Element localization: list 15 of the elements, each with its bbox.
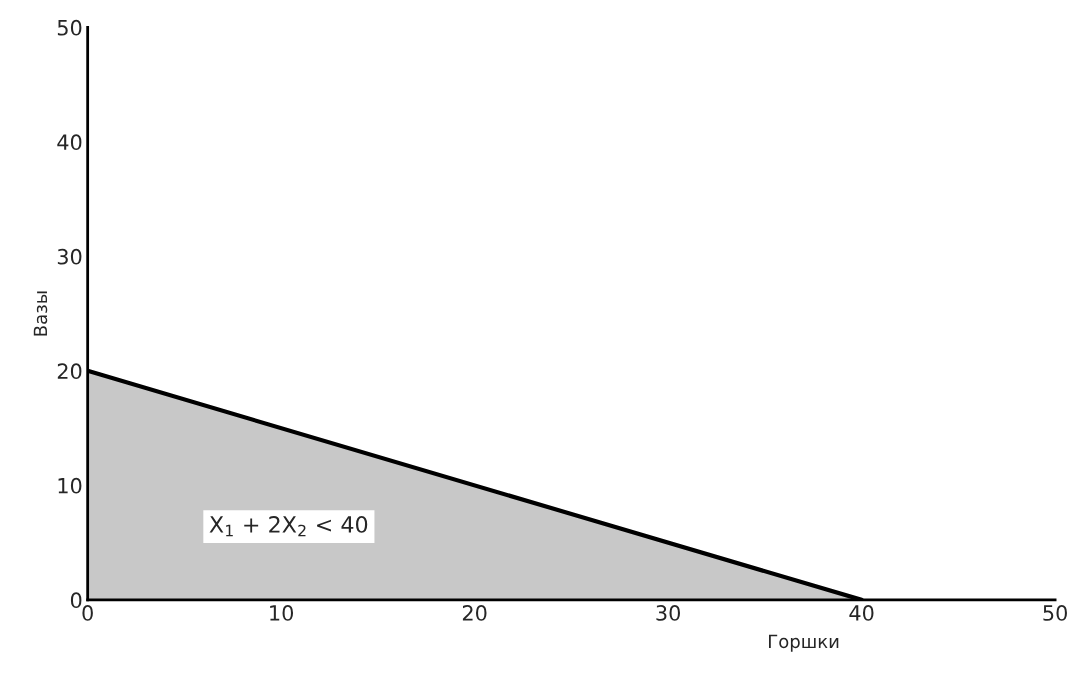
y-tick-label: 10 (58, 477, 82, 494)
annotation: X$_{1}$ + 2X$_{2}$ < 40 (209, 516, 368, 537)
y-tick-label: 50 (57, 19, 82, 36)
y-axis-title: Вазы (33, 291, 48, 336)
x-axis-title: Горшки (769, 634, 839, 652)
x-tick-label: 40 (849, 605, 874, 621)
x-tick-label: 20 (462, 605, 487, 621)
y-tick-label: 20 (57, 363, 82, 380)
x-tick-label: 0 (82, 605, 93, 621)
x-tick-label: 50 (1043, 605, 1067, 621)
y-tick-label: 40 (57, 134, 82, 151)
x-tick-label: 10 (270, 605, 294, 621)
y-tick-label: 0 (70, 592, 82, 609)
y-tick-label: 30 (57, 248, 82, 265)
x-tick-label: 30 (656, 605, 680, 621)
